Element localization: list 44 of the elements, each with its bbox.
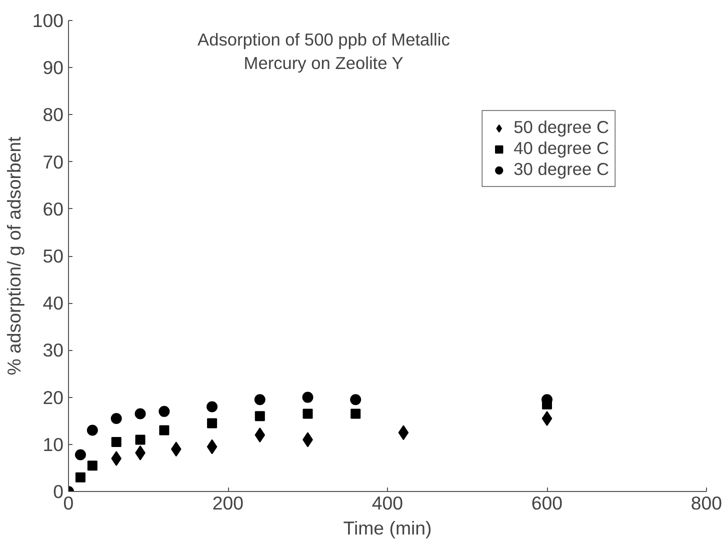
y-tick-label: 50 [42,246,64,266]
y-tick-label: 80 [42,104,64,126]
point [110,413,122,424]
point [134,408,146,420]
point [542,410,552,426]
y-tick-label: 60 [42,198,64,220]
x-tick-label: 400 [372,492,404,514]
point [111,437,122,448]
point [350,394,362,406]
y-tick-label: 30 [42,340,64,361]
point [254,411,265,422]
point [398,425,409,440]
point [87,460,98,471]
x-axis-title: Time (min) [343,518,432,538]
y-tick-label: 20 [42,386,64,408]
point [74,449,86,460]
legend-label: 40 degree C [514,138,609,159]
legend-label: 30 degree C [514,159,609,180]
y-axis-title: % adsorption/ g of adsorbent [3,136,24,376]
point [206,439,218,454]
point [302,392,314,403]
y-tick-label: 70 [42,151,64,172]
point [111,451,122,466]
point [350,408,361,419]
x-tick-label: 800 [690,492,722,514]
point [135,434,146,445]
y-tick-label: 90 [42,57,64,78]
point [170,442,182,457]
point [159,425,170,436]
point [207,418,218,428]
legend-label: 50 degree C [514,117,609,138]
point [254,427,266,442]
point [206,401,218,412]
point [302,408,313,419]
x-tick-label: 600 [531,492,563,514]
y-tick-label: 40 [42,292,64,314]
point [158,406,170,417]
text: Adsorption of 500 ppb of Metallic Mercury on Zeolite Y [198,29,450,73]
x-tick-label: 200 [212,492,244,514]
point [86,424,98,436]
point [75,472,86,482]
point [254,394,266,406]
y-tick-label: 10 [42,434,64,455]
y-tick-label: 100 [32,10,64,31]
